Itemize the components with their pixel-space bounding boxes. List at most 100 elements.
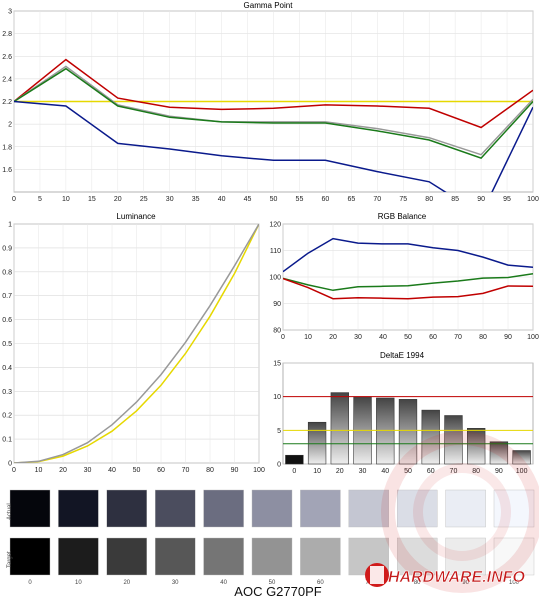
swatch-actual-90	[445, 489, 486, 528]
deltae-x-tick-label: 20	[336, 468, 344, 475]
swatch-row-target	[9, 537, 535, 576]
swatch-actual-60	[300, 489, 341, 528]
deltae-y-tick-label: 5	[277, 428, 281, 435]
rgb-x-tick-labels: 0 10 20 30 40 50 60 70 80 90 100	[281, 334, 539, 341]
deltae-x-tick-label: 40	[381, 468, 389, 475]
gamma-x-tick-label: 95	[503, 196, 511, 203]
deltae-y-tick-label: 10	[273, 394, 281, 401]
swatch-tick-label: 90	[462, 580, 469, 586]
swatch-actual-10	[58, 489, 99, 528]
luminance-lines	[14, 224, 259, 463]
rgb-x-tick-label: 40	[379, 334, 387, 341]
gamma-y-tick-label: 2	[8, 122, 12, 129]
rgb-title: RGB Balance	[378, 212, 427, 221]
deltae-x-tick-label: 50	[404, 468, 412, 475]
rgb-x-tick-label: 80	[479, 334, 487, 341]
gamma-series-line-4	[14, 100, 533, 192]
swatch-target-80	[397, 537, 438, 576]
deltae-bar-80	[467, 428, 486, 465]
gamma-x-tick-label: 70	[373, 196, 381, 203]
deltae-y-tick-label: 0	[277, 462, 281, 469]
deltae-bar-40	[376, 397, 395, 465]
deltae-x-tick-label: 100	[516, 468, 528, 475]
luminance-y-tick-label: 0.9	[2, 245, 12, 252]
luminance-x-tick-label: 10	[35, 467, 43, 474]
luminance-x-tick-label: 40	[108, 467, 116, 474]
gamma-series-line-1	[14, 58, 533, 129]
gamma-x-tick-label: 45	[244, 196, 252, 203]
deltae-chart: DeltaE 1994 0 5 10 15 0 10 20 30 40 50 60 70 80 90 10…	[273, 351, 534, 475]
swatch-target-100	[493, 537, 535, 576]
gamma-x-tick-label: 0	[12, 196, 16, 203]
gamma-x-tick-label: 100	[527, 196, 539, 203]
deltae-bar-50	[398, 399, 418, 465]
swatch-row-label-target: Target	[7, 551, 13, 568]
deltae-x-tick-label: 60	[427, 468, 435, 475]
swatch-tick-label: 100	[509, 580, 520, 586]
luminance-x-tick-label: 50	[133, 467, 141, 474]
swatch-target-20	[106, 537, 148, 576]
deltae-bar-0	[285, 454, 304, 465]
swatch-actual-80	[397, 489, 438, 528]
deltae-bar-90	[489, 441, 509, 465]
gamma-y-tick-label: 2.8	[2, 31, 12, 38]
deltae-bars	[285, 392, 531, 465]
swatch-tick-label: 80	[414, 580, 421, 586]
swatch-actual-20	[106, 489, 148, 528]
gamma-x-tick-label: 60	[322, 196, 330, 203]
deltae-bar-100	[512, 450, 531, 465]
swatch-tick-label: 20	[123, 580, 130, 586]
rgb-x-tick-label: 60	[429, 334, 437, 341]
luminance-series-line-0	[14, 224, 259, 463]
luminance-y-tick-label: 0.6	[2, 317, 12, 324]
gamma-x-tick-label: 15	[88, 196, 96, 203]
rgb-series-line-1	[283, 273, 533, 292]
gamma-y-tick-labels: 1.6 1.8 2 2.2 2.4 2.6 2.8 3	[2, 9, 12, 174]
gamma-x-tick-label: 55	[296, 196, 304, 203]
gamma-chart: Gamma Point 1.6 1.8 2 2.2 2.4 2.6 2.8 3 0 5 10 15 2…	[2, 1, 539, 203]
rgb-grid	[282, 223, 534, 331]
luminance-x-tick-label: 100	[253, 467, 265, 474]
luminance-title: Luminance	[116, 212, 156, 221]
rgb-y-tick-label: 100	[269, 275, 281, 282]
gamma-x-tick-label: 65	[347, 196, 355, 203]
rgb-x-tick-label: 20	[329, 334, 337, 341]
swatch-actual-70	[348, 489, 389, 528]
swatch-target-90	[445, 537, 486, 576]
swatch-tick-label: 50	[269, 580, 276, 586]
swatch-actual-50	[251, 489, 293, 528]
deltae-x-tick-label: 70	[450, 468, 458, 475]
gamma-series-line-3	[14, 67, 533, 159]
swatch-target-30	[154, 537, 196, 576]
swatch-tick-label: 0	[28, 580, 32, 586]
gamma-x-tick-label: 20	[114, 196, 122, 203]
deltae-bar-10	[307, 421, 327, 465]
gamma-y-tick-label: 2.6	[2, 54, 12, 61]
deltae-x-tick-labels: 0 10 20 30 40 50 60 70 80 90 100	[292, 468, 527, 475]
rgb-series-line-2	[283, 277, 533, 300]
deltae-x-tick-label: 80	[472, 468, 480, 475]
gamma-y-tick-label: 3	[8, 9, 12, 16]
rgb-x-tick-label: 30	[354, 334, 362, 341]
hardware-info-logo: HARDWARE.INFO	[365, 431, 539, 593]
model-label: AOC G2770PF	[234, 584, 321, 599]
swatch-tick-label: 30	[172, 580, 179, 586]
gamma-x-tick-label: 85	[451, 196, 459, 203]
rgb-lines	[283, 237, 533, 300]
gamma-lines	[14, 58, 533, 192]
swatch-target-0	[9, 537, 51, 576]
swatch-tick-label: 10	[75, 580, 82, 586]
swatch-target-40	[203, 537, 244, 576]
luminance-y-tick-label: 0.2	[2, 413, 12, 420]
luminance-x-tick-label: 20	[59, 467, 67, 474]
rgb-x-tick-label: 90	[504, 334, 512, 341]
swatch-target-50	[251, 537, 293, 576]
luminance-x-tick-label: 90	[231, 467, 239, 474]
swatch-target-60	[300, 537, 341, 576]
luminance-x-tick-label: 30	[84, 467, 92, 474]
luminance-x-tick-label: 70	[182, 467, 190, 474]
luminance-y-tick-label: 1	[8, 222, 12, 229]
swatch-tick-label: 60	[317, 580, 324, 586]
